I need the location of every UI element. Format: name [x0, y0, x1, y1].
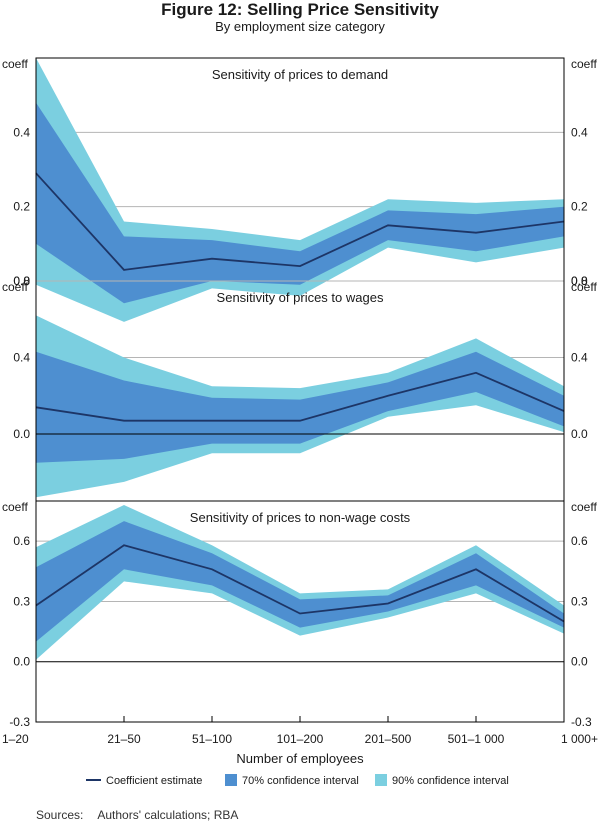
x-axis-label: Number of employees	[236, 751, 364, 766]
y-tick-label-left: 0.0	[13, 274, 30, 288]
y-tick-label-right: 0.8	[571, 274, 588, 288]
y-unit-label-right: coeff	[571, 500, 597, 514]
legend-label-estimate: Coefficient estimate	[106, 775, 202, 787]
x-tick-label: 501–1 000	[448, 732, 505, 746]
y-unit-label-right: coeff	[571, 57, 597, 71]
sources-label: Sources:	[36, 808, 84, 822]
legend-swatch-ci70	[225, 774, 237, 786]
x-tick-label: 101–200	[277, 732, 324, 746]
chart-subtitle: By employment size category	[215, 19, 385, 34]
y-unit-label-right: coeff	[571, 280, 597, 294]
y-tick-label-left: 0.3	[13, 594, 30, 608]
x-tick-label: 1 000+	[561, 732, 598, 746]
x-tick-label: 1–20	[2, 732, 29, 746]
y-unit-label-left: coeff	[2, 500, 28, 514]
ci70-band	[36, 521, 564, 642]
y-tick-label-right: 0.2	[571, 200, 588, 214]
y-unit-label-left: coeff	[2, 57, 28, 71]
y-tick-label-right: -0.3	[571, 715, 592, 729]
estimate-line	[35, 544, 565, 623]
sources-note: Sources: Authors' calculations; RBA	[36, 808, 238, 822]
y-tick-label-right: 0.4	[571, 125, 588, 139]
y-tick-label-right: 0.0	[571, 427, 588, 441]
ci70-band	[36, 102, 564, 304]
y-tick-label-left: 0.4	[13, 351, 30, 365]
y-tick-label-left: 0.2	[13, 200, 30, 214]
x-tick-label: 201–500	[365, 732, 412, 746]
panel-title: Sensitivity of prices to demand	[212, 67, 388, 82]
sources-text: Authors' calculations; RBA	[97, 808, 239, 822]
y-tick-label-right: 0.4	[571, 351, 588, 365]
legend-swatch-ci90	[375, 774, 387, 786]
y-tick-label-left: -0.3	[9, 715, 30, 729]
estimate-line	[35, 172, 565, 271]
panel-title: Sensitivity of prices to wages	[217, 290, 384, 305]
x-tick-label: 21–50	[107, 732, 141, 746]
panel-title: Sensitivity of prices to non-wage costs	[190, 510, 411, 525]
y-tick-label-right: 0.0	[571, 655, 588, 669]
x-tick-label: 51–100	[192, 732, 232, 746]
estimate-line	[35, 371, 565, 422]
y-unit-label-left: coeff	[2, 280, 28, 294]
y-tick-label-left: 0.6	[13, 534, 30, 548]
y-tick-label-right: 0.6	[571, 534, 588, 548]
y-tick-label-left: 0.0	[13, 655, 30, 669]
y-tick-label-right: 0.0	[571, 274, 588, 288]
y-tick-label-left: 0.4	[13, 125, 30, 139]
ci70-band	[36, 351, 564, 463]
legend-label-ci70: 70% confidence interval	[242, 775, 359, 787]
y-tick-label-right: 0.3	[571, 594, 588, 608]
y-tick-label-left: 0.0	[13, 427, 30, 441]
chart-title: Figure 12: Selling Price Sensitivity	[161, 0, 439, 19]
y-tick-label-left: 0.8	[13, 274, 30, 288]
legend-label-ci90: 90% confidence interval	[392, 775, 509, 787]
